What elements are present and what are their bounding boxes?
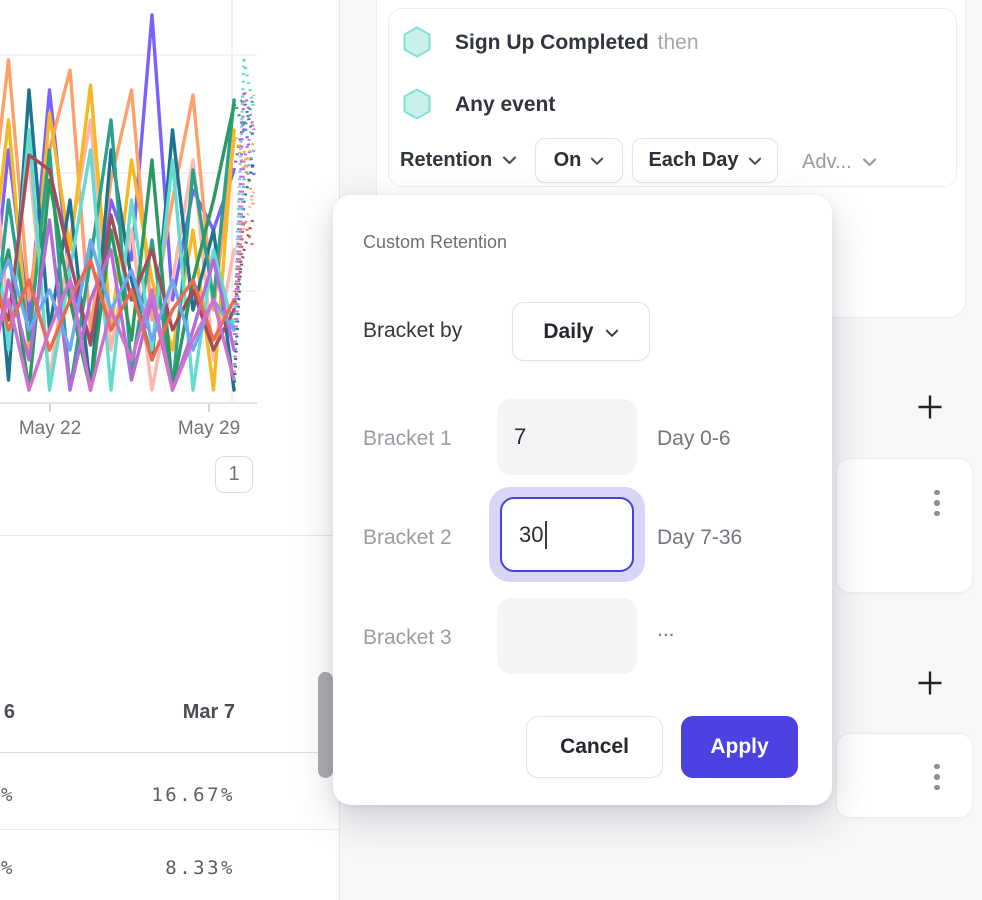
bracket-by-label: Bracket by xyxy=(363,319,463,342)
kebab-dot xyxy=(934,500,940,506)
chevron-down-icon xyxy=(862,158,877,167)
advanced-dropdown-label: Adv... xyxy=(802,151,852,173)
bracket-1-input[interactable]: 7 xyxy=(497,399,637,475)
table-header-divider xyxy=(0,752,340,753)
add-section-button[interactable] xyxy=(914,667,946,699)
overflow-menu-button[interactable] xyxy=(925,757,949,797)
bracket-3-label: Bracket 3 xyxy=(363,626,452,649)
table-row-divider xyxy=(0,829,340,830)
bracket-1-value: 7 xyxy=(514,424,527,449)
add-section-button[interactable] xyxy=(914,391,946,423)
on-dropdown-label: On xyxy=(553,149,582,171)
chevron-down-icon xyxy=(502,156,517,165)
chart-line-projection xyxy=(232,94,256,132)
chart-series-layer xyxy=(0,13,256,392)
chart-line-projection xyxy=(232,58,256,331)
event-row-any-event[interactable]: Any event xyxy=(455,92,555,118)
x-axis-label: May 22 xyxy=(18,418,82,439)
side-card xyxy=(836,458,973,593)
retention-chart xyxy=(0,0,257,412)
chevron-down-icon xyxy=(590,149,604,172)
chart-line-projection xyxy=(232,119,256,381)
custom-retention-modal: Custom Retention Bracket by Daily Bracke… xyxy=(333,195,832,805)
measure-dropdown-label: Retention xyxy=(400,149,493,171)
table-header-cell: Mar 7 xyxy=(182,701,235,723)
apply-button[interactable]: Apply xyxy=(681,716,798,778)
chart-line xyxy=(0,58,236,332)
event-icon xyxy=(403,88,431,120)
chevron-down-icon xyxy=(605,320,619,344)
chart-line xyxy=(0,13,236,342)
bracket-3-input[interactable] xyxy=(497,598,637,674)
modal-title: Custom Retention xyxy=(363,232,508,252)
kebab-dot xyxy=(934,489,940,496)
bracket-2-range: Day 7-36 xyxy=(657,526,743,549)
section-divider xyxy=(0,535,340,536)
bracket-1-range: Day 0-6 xyxy=(657,427,731,450)
kebab-dot xyxy=(934,763,940,770)
event-name: Any event xyxy=(455,93,556,116)
table-cell: % xyxy=(1,784,15,806)
chart-line-projection xyxy=(232,118,256,176)
chart-line-projection xyxy=(232,129,256,172)
table-cell: % xyxy=(1,857,15,879)
cancel-button[interactable]: Cancel xyxy=(526,716,663,778)
overflow-menu-button[interactable] xyxy=(925,483,949,523)
chart-line-projection xyxy=(233,98,256,141)
plus-icon xyxy=(918,395,942,419)
on-dropdown[interactable]: On xyxy=(535,138,623,183)
bracket-2-value: 30 xyxy=(519,521,544,547)
event-suffix: then xyxy=(657,31,699,54)
bracket-2-label: Bracket 2 xyxy=(363,526,452,549)
chart-line xyxy=(0,98,236,392)
chart-line xyxy=(0,218,236,392)
table-cell: 8.33% xyxy=(165,857,235,879)
interval-dropdown[interactable]: Each Day xyxy=(632,138,778,183)
side-card xyxy=(836,733,973,818)
kebab-dot xyxy=(934,784,940,791)
bracket-2-input[interactable]: 30 xyxy=(500,497,634,572)
event-name: Sign Up Completed xyxy=(455,31,649,54)
chart-line xyxy=(0,128,236,392)
bracket-by-dropdown[interactable]: Daily xyxy=(512,302,650,361)
chart-line xyxy=(0,258,236,362)
pagination-button-1[interactable]: 1 xyxy=(215,456,253,493)
chart-line xyxy=(0,153,236,352)
kebab-dot xyxy=(934,510,940,517)
scrollbar-thumb[interactable] xyxy=(318,672,333,778)
chart-line xyxy=(0,278,236,392)
table-cell: 16.67% xyxy=(151,784,235,806)
event-icon xyxy=(403,26,431,58)
advanced-dropdown[interactable]: Adv... xyxy=(802,151,877,174)
measure-dropdown[interactable]: Retention xyxy=(400,149,517,172)
interval-dropdown-label: Each Day xyxy=(648,149,739,171)
chart-line-projection xyxy=(232,214,256,311)
bracket-1-label: Bracket 1 xyxy=(363,427,452,450)
chart-line-projection xyxy=(232,159,256,391)
plus-icon xyxy=(918,671,942,695)
x-axis-label: May 29 xyxy=(177,418,241,439)
table-header-cell: 6 xyxy=(3,701,15,723)
chart-line xyxy=(0,88,236,392)
bracket-3-range: ... xyxy=(657,618,675,641)
bracket-by-value: Daily xyxy=(543,319,594,343)
event-row-sign-up[interactable]: Sign Up Completed then xyxy=(455,30,699,56)
chart-line-projection xyxy=(232,149,256,331)
text-cursor xyxy=(545,520,548,549)
kebab-dot xyxy=(934,774,940,780)
chevron-down-icon xyxy=(748,149,762,172)
left-panel: May 22 May 29 1 6 Mar 7 % 16.67% % 8.33% xyxy=(0,0,340,900)
